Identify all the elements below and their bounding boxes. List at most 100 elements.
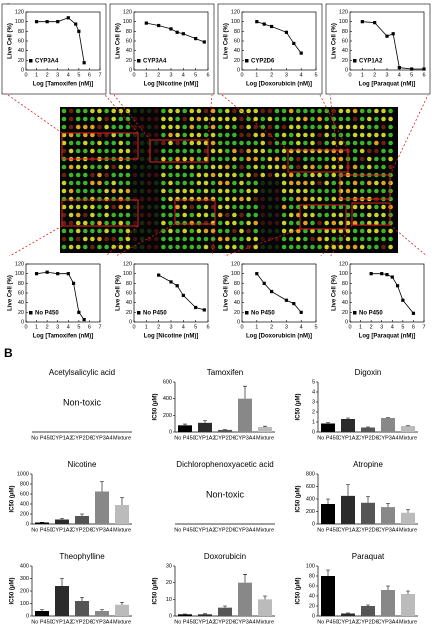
spot (217, 204, 223, 210)
spot (288, 172, 294, 178)
spot (260, 236, 266, 242)
spot (388, 164, 393, 170)
spot (146, 108, 152, 114)
spot (281, 116, 287, 122)
x-tick-label: 0 (24, 72, 27, 78)
spot (210, 172, 216, 178)
x-tick-label: 1 (35, 324, 38, 330)
chart-title: Atropine (353, 460, 383, 469)
spot (111, 228, 116, 234)
spot (75, 180, 81, 186)
spot (239, 180, 244, 186)
spot (253, 156, 258, 162)
bar (341, 495, 355, 524)
y-tick-label: 100 (15, 271, 24, 277)
spot (267, 228, 273, 234)
spot (310, 124, 315, 130)
y-tick-label: 40 (342, 300, 348, 306)
spot (203, 108, 209, 114)
x-tick-label: CYP3A4 (377, 619, 398, 625)
spot (388, 188, 393, 194)
spot (359, 244, 365, 250)
spot (374, 156, 379, 162)
spot (154, 124, 159, 130)
spot (203, 204, 209, 210)
spot (331, 140, 337, 146)
spot (196, 156, 202, 162)
y-tick-label: 0 (237, 67, 240, 73)
spot (146, 228, 152, 234)
x-tick-label: No P450 (317, 619, 338, 625)
spot (168, 212, 173, 218)
spot (239, 124, 244, 130)
data-point (77, 310, 81, 314)
spot (352, 116, 358, 122)
x-tick-label: CYP1A2 (51, 527, 72, 533)
spot (139, 236, 145, 242)
spot (388, 212, 393, 218)
x-tick-label: CYP2D6 (71, 619, 92, 625)
spot (359, 156, 365, 162)
error-bar (386, 503, 390, 508)
spot (225, 196, 230, 202)
y-tick-label: 200 (306, 509, 315, 515)
spot (104, 124, 109, 130)
error-bar (346, 417, 350, 419)
spot (296, 196, 301, 202)
x-tick-label: 5 (77, 72, 80, 78)
spot (196, 116, 202, 122)
spot (374, 220, 379, 226)
y-tick-label: 20 (342, 58, 348, 64)
spot (104, 220, 109, 226)
spot (331, 204, 337, 210)
spot (225, 236, 230, 242)
spot (345, 132, 351, 138)
spot (182, 180, 187, 186)
spot (225, 244, 230, 250)
spot (281, 148, 287, 154)
spot (246, 228, 251, 234)
x-tick-label: 1 (255, 324, 258, 330)
bar (218, 429, 232, 432)
data-point (194, 305, 198, 310)
spot (267, 212, 273, 218)
spot (225, 180, 230, 186)
spot (168, 148, 173, 154)
spot (210, 124, 216, 130)
spot (274, 204, 280, 210)
spot (388, 148, 393, 154)
spot (125, 212, 131, 218)
spot (260, 204, 266, 210)
spot (331, 156, 337, 162)
spot (125, 236, 131, 242)
spot (175, 116, 180, 122)
spot (203, 220, 209, 226)
spot (189, 196, 195, 202)
spot (296, 220, 301, 226)
legend-label: No P450 (35, 311, 59, 317)
spot (324, 156, 330, 162)
y-tick-label: 120 (339, 261, 348, 267)
data-point (292, 41, 296, 46)
spot (132, 204, 138, 210)
spot (367, 108, 372, 114)
x-tick-label: 7 (98, 72, 101, 78)
bar (321, 576, 335, 616)
spot (154, 164, 159, 170)
x-tick-label: 6 (422, 72, 425, 78)
chart-title: Doxorubicin (204, 552, 246, 561)
spot (367, 156, 372, 162)
inset-frame (109, 3, 215, 95)
spot (161, 140, 166, 146)
spot (359, 132, 365, 138)
spot (161, 172, 166, 178)
spot (182, 196, 187, 202)
spot (324, 108, 330, 114)
spot (359, 228, 365, 234)
spot (345, 236, 351, 242)
spot (132, 132, 138, 138)
spot (232, 108, 237, 114)
spot (161, 244, 166, 250)
spot (203, 244, 209, 250)
spot (260, 148, 266, 154)
